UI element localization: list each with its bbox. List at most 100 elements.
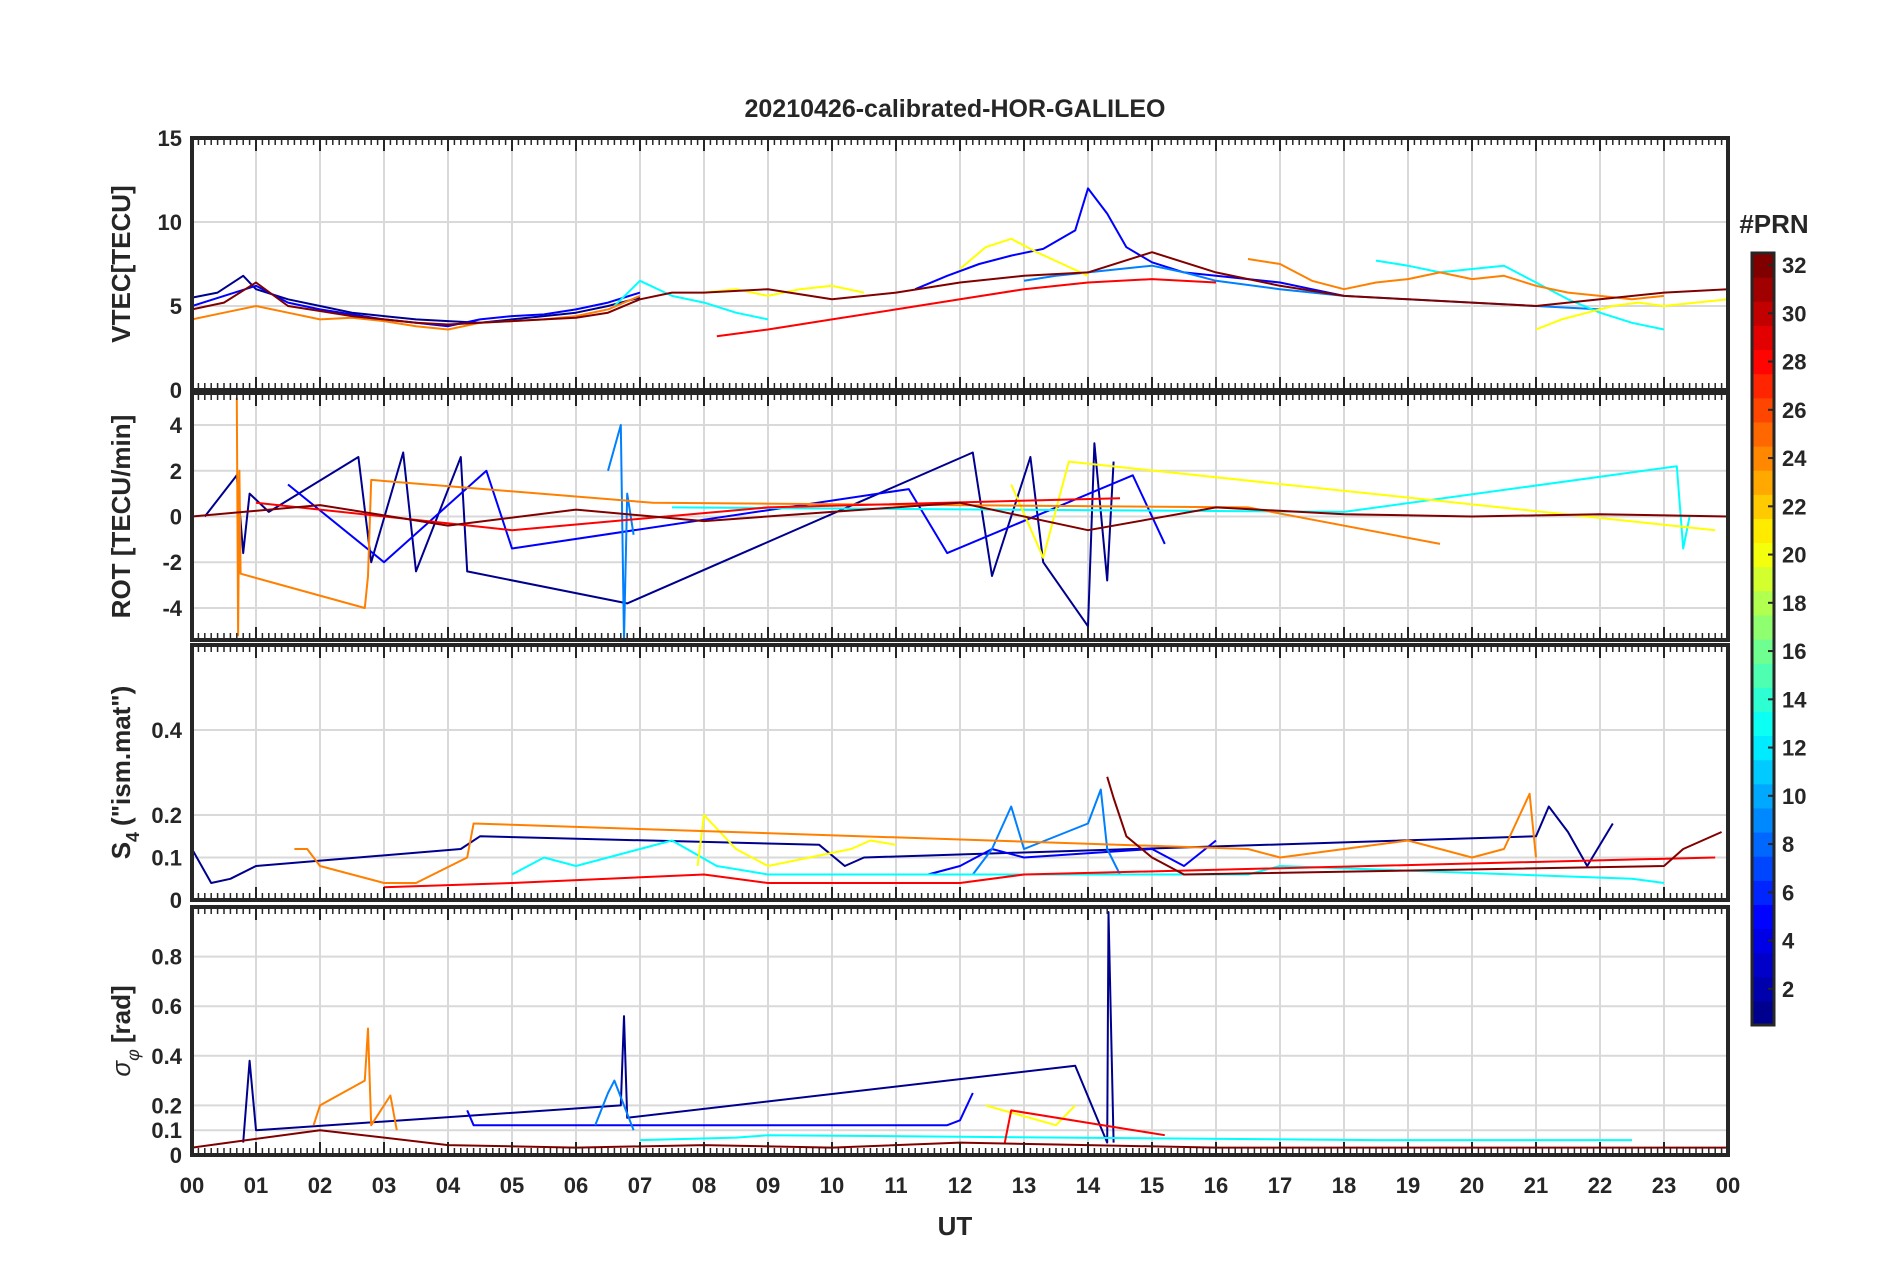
y-axis-label: S4 ("ism.mat")	[106, 686, 143, 860]
series-line-6	[312, 1027, 398, 1131]
colorbar-title: #PRN	[1739, 209, 1808, 239]
panel-frame	[190, 905, 1730, 1157]
series-group	[192, 397, 1728, 640]
y-tick-label: 0.8	[151, 945, 182, 970]
series-line-2	[287, 469, 1166, 564]
y-axis-label-rest: [rad]	[106, 985, 136, 1043]
panel-frame	[190, 391, 1730, 642]
x-tick-label: 11	[884, 1173, 907, 1198]
colorbar-band	[1752, 397, 1774, 423]
series-line-5	[696, 814, 897, 867]
colorbar-tick-label: 28	[1782, 350, 1806, 375]
colorbar-tick-label: 12	[1782, 736, 1806, 761]
colorbar-tick-label: 10	[1782, 784, 1806, 809]
series-line-5	[1010, 460, 1716, 559]
colorbar-band	[1752, 735, 1774, 761]
colorbar-band	[1752, 928, 1774, 954]
colorbar-tick-label: 26	[1782, 398, 1806, 423]
y-axis-label: ROT [TECU/min]	[106, 415, 136, 619]
colorbar-band	[1752, 470, 1774, 495]
colorbar-tick-label: 32	[1782, 253, 1806, 278]
series-group	[192, 187, 1728, 338]
x-tick-label: 01	[244, 1173, 268, 1198]
panel-frame	[190, 643, 1730, 902]
series-line-6	[294, 792, 1537, 884]
x-tick-label: 22	[1588, 1173, 1612, 1198]
x-tick-label: 13	[1012, 1173, 1036, 1198]
chart-title: 20210426-calibrated-HOR-GALILEO	[745, 95, 1166, 123]
x-tick-label: 20	[1460, 1173, 1484, 1198]
colorbar-band	[1752, 446, 1774, 471]
colorbar-band	[1752, 952, 1774, 978]
x-tick-label: 09	[756, 1173, 780, 1198]
x-tick-label: 12	[948, 1173, 972, 1198]
colorbar-band	[1752, 518, 1774, 544]
y-tick-label: 0.2	[151, 1093, 182, 1118]
series-line-11	[1247, 258, 1665, 301]
series-line-6	[1375, 259, 1665, 331]
colorbar-band	[1752, 325, 1774, 351]
series-line-8	[1106, 776, 1723, 876]
series-line-4	[511, 839, 1665, 884]
x-tick-label: 17	[1268, 1173, 1292, 1198]
series-line-7	[255, 497, 1121, 532]
colorbar-band	[1752, 687, 1774, 712]
colorbar-band	[1752, 421, 1774, 447]
x-tick-label: 10	[820, 1173, 844, 1198]
panel-1: 0 5 10 15 VTEC[TECU]	[106, 126, 1730, 403]
colorbar-band	[1752, 614, 1774, 640]
series-line-5	[613, 279, 769, 321]
colorbar-band	[1752, 759, 1774, 785]
series-line-2	[466, 1092, 974, 1127]
x-tick-label: 19	[1396, 1173, 1420, 1198]
colorbar-band	[1752, 807, 1774, 833]
series-line-1	[192, 805, 1614, 884]
colorbar-band	[1752, 856, 1774, 881]
colorbar-band	[1752, 976, 1774, 1002]
y-axis-label-subscript: 4	[123, 832, 143, 842]
series-group	[192, 776, 1723, 889]
series-line-3	[914, 187, 1345, 297]
y-tick-label: -2	[162, 550, 182, 575]
x-tick-label: 23	[1652, 1173, 1676, 1198]
series-line-1	[192, 274, 641, 324]
series-line-2	[927, 839, 1217, 876]
y-tick-label: 0	[170, 505, 182, 530]
series-line-3	[972, 788, 1121, 876]
colorbar-tick-label: 18	[1782, 591, 1806, 616]
colorbar-frame	[1750, 251, 1776, 1027]
series-line-3	[594, 1079, 635, 1131]
colorbar-tick-label: 16	[1782, 639, 1806, 664]
colorbar-tick-label: 14	[1782, 687, 1807, 712]
colorbar-tick-label: 30	[1782, 301, 1806, 326]
y-axis-label: VTEC[TECU]	[106, 185, 136, 342]
series-line-3	[607, 424, 635, 640]
y-tick-label: -4	[162, 596, 182, 621]
colorbar-tick-label: 6	[1782, 880, 1794, 905]
x-tick-label: 06	[564, 1173, 588, 1198]
colorbar-tick-label: 2	[1782, 977, 1794, 1002]
x-tick-label: 16	[1204, 1173, 1228, 1198]
x-tick-label: 14	[1076, 1173, 1101, 1198]
series-line-4	[639, 1134, 1632, 1142]
colorbar-band	[1752, 301, 1774, 326]
y-axis-label-subscript: φ	[123, 1049, 143, 1061]
y-axis-label: σφ [rad]	[106, 985, 143, 1076]
y-tick-label: 0.4	[151, 718, 182, 743]
y-tick-label: 0.2	[151, 803, 182, 828]
y-tick-label: 10	[158, 210, 182, 235]
panel-4: 00.10.2 0.4 0.6 0.8 σφ [rad]	[106, 905, 1730, 1168]
colorbar-tick-label: 8	[1782, 832, 1794, 857]
x-tick-label: 18	[1332, 1173, 1356, 1198]
y-tick-label: 0.4	[151, 1044, 182, 1069]
series-line-7	[383, 856, 1716, 889]
series-line-12	[716, 278, 1217, 338]
panel-2: -4 -2 0 2 4 ROT [TECU/min]	[106, 391, 1730, 642]
x-tick-label: 21	[1524, 1173, 1548, 1198]
series-line-1	[242, 911, 1115, 1144]
colorbar-band	[1752, 663, 1774, 688]
x-tick-label: 00	[1716, 1173, 1740, 1198]
